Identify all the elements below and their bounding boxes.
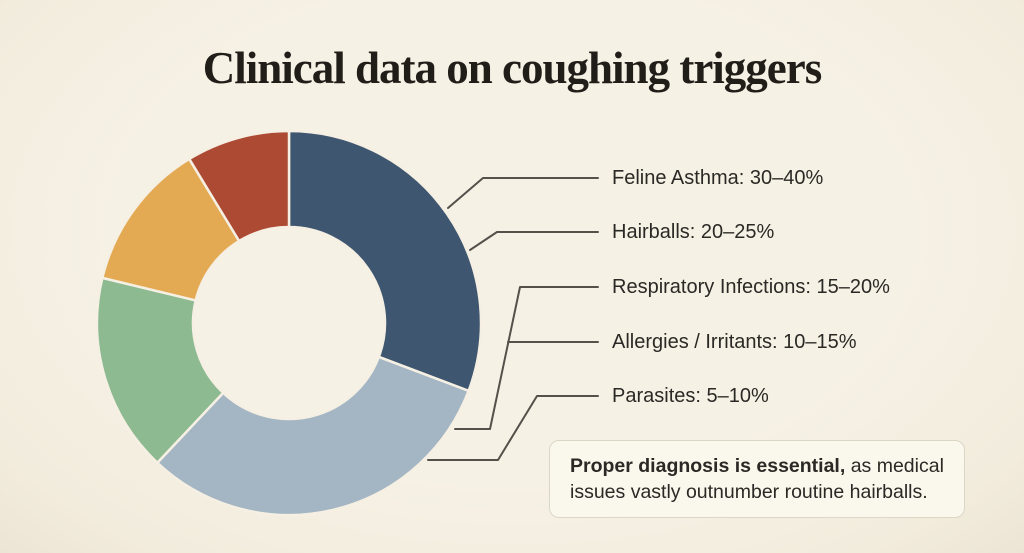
legend-item-respiratory-infections: Respiratory Infections: 15–20%: [612, 276, 890, 298]
note-regular-text: as medical issues vastly outnumber routi…: [570, 455, 944, 503]
donut-segment-parasites: [188, 129, 291, 243]
legend-item-parasites: Parasites: 5–10%: [612, 385, 769, 407]
note-bold-text: Proper diagnosis is essential,: [570, 455, 846, 477]
connector-line-2: [454, 286, 599, 430]
donut-segment-hairballs: [156, 355, 470, 517]
legend-item-feline-asthma: Feline Asthma: 30–40%: [612, 167, 824, 189]
note-box: Proper diagnosis is essential, as medica…: [549, 440, 965, 518]
legend-item-allergies-irritants: Allergies / Irritants: 10–15%: [612, 331, 857, 353]
donut-segment-feline-asthma: [287, 129, 483, 393]
connector-line-4: [427, 395, 599, 461]
connector-line-1: [469, 231, 599, 251]
donut-segment-respiratory-infections: [95, 276, 225, 464]
connector-line-0: [447, 177, 599, 209]
chart-title: Clinical data on coughing triggers: [202, 43, 823, 93]
legend-item-hairballs: Hairballs: 20–25%: [612, 221, 775, 243]
